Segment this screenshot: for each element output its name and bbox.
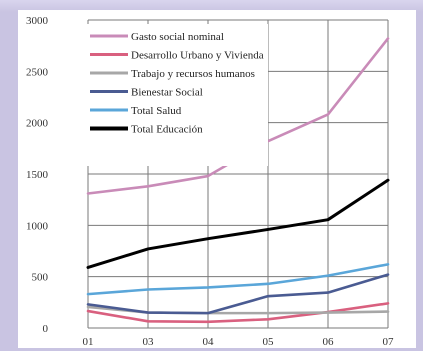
series-line	[86, 302, 390, 324]
legend-label: Trabajo y recursos humanos	[131, 68, 255, 80]
x-tick-label: 03	[143, 336, 155, 348]
x-tick-label: 04	[203, 336, 215, 348]
legend-label: Desarrollo Urbano y Vivienda	[131, 50, 264, 62]
y-tick-label: 3000	[26, 15, 49, 27]
y-tick-label: 0	[43, 323, 49, 335]
x-tick-label: 06	[323, 336, 335, 348]
legend: Gasto social nominal Desarrollo Urbano y …	[86, 24, 268, 166]
series-line	[86, 263, 390, 296]
x-tick-label: 05	[263, 336, 275, 348]
y-tick-label: 1500	[26, 169, 49, 181]
legend-label: Total Salud	[131, 105, 182, 117]
y-tick-label: 2000	[26, 118, 49, 130]
x-tick-label: 07	[383, 336, 395, 348]
legend-label: Total Educación	[131, 124, 203, 136]
series-line	[86, 273, 390, 315]
legend-label: Bienestar Social	[131, 87, 203, 99]
x-axis-ticks: 01 03 04 05 06 07	[83, 336, 395, 348]
y-tick-label: 500	[32, 272, 49, 284]
legend-label: Gasto social nominal	[131, 31, 224, 43]
legend-background	[86, 24, 268, 166]
series-line	[86, 178, 390, 269]
y-tick-label: 1000	[26, 220, 49, 232]
y-axis-ticks: 0 500 1000 1500 2000 2500 3000	[26, 15, 49, 335]
x-tick-label: 01	[83, 336, 94, 348]
y-tick-label: 2500	[26, 66, 49, 78]
